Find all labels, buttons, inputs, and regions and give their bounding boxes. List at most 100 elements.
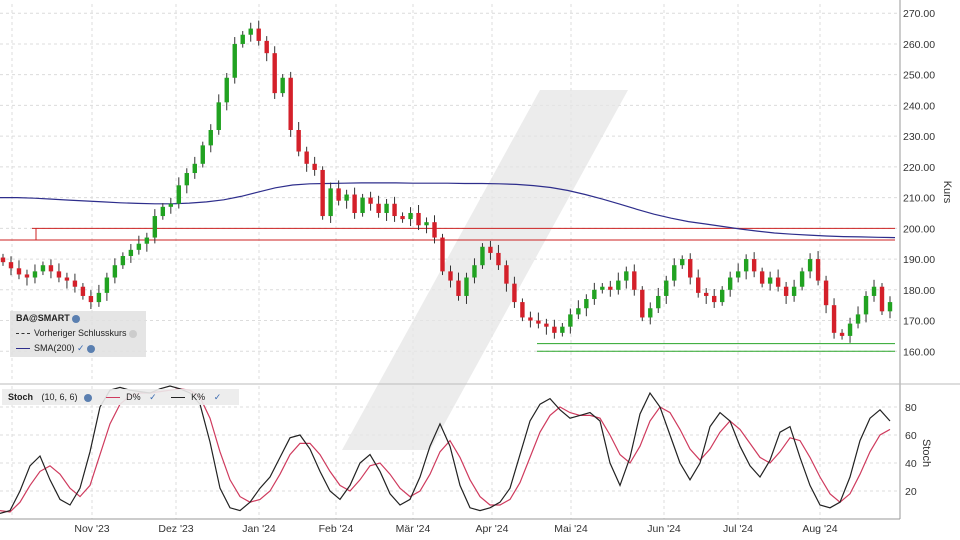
candle: [520, 298, 525, 322]
legend-prev-close[interactable]: Vorheriger Schlusskurs: [10, 326, 146, 341]
candle: [719, 286, 725, 306]
candle: [128, 244, 134, 263]
panel-frames: [0, 0, 960, 520]
check-icon[interactable]: ✓: [213, 392, 222, 402]
candle: [336, 180, 341, 206]
candle: [312, 156, 317, 176]
candle: [799, 267, 805, 291]
candle: [735, 263, 741, 283]
candle: [0, 253, 6, 266]
candle: [152, 209, 158, 244]
candle: [344, 189, 349, 209]
candle: [464, 272, 469, 304]
candle: [192, 156, 197, 179]
candle: [608, 280, 613, 297]
stoch-tick-label: 80: [905, 402, 917, 414]
candle: [600, 283, 605, 294]
candle: [40, 261, 46, 276]
candle: [320, 166, 325, 220]
price-axis-title: Kurs: [941, 181, 953, 204]
price-tick-label: 210.00: [903, 193, 935, 205]
candle: [767, 271, 773, 291]
check-icon[interactable]: ✓: [77, 343, 85, 353]
candle: [624, 266, 629, 289]
candle: [751, 252, 757, 278]
candle: [480, 243, 485, 269]
candle: [8, 256, 14, 276]
candle: [448, 265, 453, 288]
sma-line: [0, 182, 896, 239]
candle: [592, 282, 597, 305]
candle: [512, 276, 517, 308]
candle: [656, 287, 661, 314]
price-tick-label: 260.00: [903, 39, 935, 51]
time-tick-label: Aug '24: [802, 523, 837, 535]
candle: [536, 312, 541, 329]
time-tick-label: Dez '23: [158, 523, 193, 535]
stoch-tick-label: 40: [905, 458, 917, 470]
k-swatch-icon: [171, 397, 186, 399]
candle: [783, 281, 789, 304]
candle: [632, 264, 637, 296]
candle: [472, 258, 477, 284]
info-icon[interactable]: [87, 344, 96, 353]
candle: [200, 141, 205, 168]
candle: [664, 275, 669, 304]
candle: [416, 204, 421, 231]
candle: [711, 289, 717, 308]
check-icon[interactable]: ✓: [149, 392, 157, 402]
candle: [400, 212, 405, 223]
stoch-tick-label: 60: [905, 430, 917, 442]
candle: [168, 197, 174, 214]
info-icon[interactable]: [72, 314, 81, 323]
candle: [24, 269, 30, 286]
time-tick-label: Feb '24: [319, 523, 354, 535]
candle: [640, 286, 645, 322]
candle: [224, 72, 229, 111]
info-icon[interactable]: [83, 393, 92, 402]
price-tick-label: 240.00: [903, 100, 935, 112]
candle: [680, 255, 685, 269]
price-tick-label: 190.00: [903, 254, 935, 266]
candle: [847, 317, 853, 343]
price-tick-label: 180.00: [903, 285, 935, 297]
candle: [384, 198, 389, 221]
time-axis: Nov '23 Dez '23 Jan '24 Feb '24 Mär '24 Apr '…: [74, 523, 837, 535]
candle: [440, 233, 445, 276]
candle: [672, 258, 677, 287]
candle: [248, 22, 253, 42]
dash-swatch-icon: [16, 333, 30, 335]
time-tick-label: Nov '23: [74, 523, 109, 535]
candle: [576, 300, 581, 320]
candle: [176, 177, 182, 209]
time-tick-label: Jan '24: [242, 523, 276, 535]
candle: [648, 302, 653, 325]
candle: [584, 294, 589, 317]
candle: [136, 235, 142, 255]
candle: [64, 272, 70, 289]
horizontal-lines: [0, 227, 895, 352]
candle: [48, 259, 54, 279]
candle: [528, 311, 533, 328]
candle: [144, 232, 150, 252]
candle: [96, 284, 102, 307]
candle: [616, 272, 621, 295]
candle: [871, 279, 877, 302]
legend-symbol[interactable]: BA@SMART: [10, 311, 146, 326]
candle: [352, 187, 357, 219]
candle: [256, 20, 261, 46]
legend-sma[interactable]: SMA(200) ✓: [10, 341, 146, 356]
candle: [112, 258, 118, 284]
price-tick-label: 170.00: [903, 316, 935, 328]
candle: [120, 252, 126, 269]
candle: [288, 71, 293, 137]
candle: [280, 74, 285, 97]
candle: [823, 275, 829, 314]
toggle-icon[interactable]: [129, 329, 138, 338]
candle: [376, 195, 381, 218]
time-tick-label: Mär '24: [396, 523, 431, 535]
candle: [727, 271, 733, 297]
time-tick-label: Mai '24: [554, 523, 588, 535]
candle: [696, 269, 701, 298]
